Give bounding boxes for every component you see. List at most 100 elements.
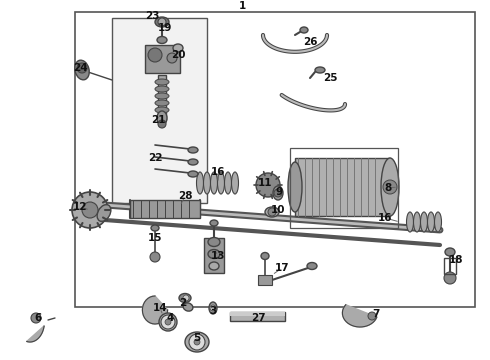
Ellipse shape	[157, 36, 167, 44]
Text: 22: 22	[148, 153, 162, 163]
Bar	[112, 18, 207, 203]
Circle shape	[189, 334, 205, 350]
Ellipse shape	[196, 172, 203, 194]
Ellipse shape	[265, 207, 279, 217]
Ellipse shape	[445, 248, 455, 256]
Ellipse shape	[155, 100, 169, 106]
Bar	[258, 275, 272, 285]
Ellipse shape	[173, 44, 183, 52]
Bar	[230, 312, 285, 321]
Circle shape	[72, 192, 108, 228]
Bar	[290, 148, 398, 228]
Bar	[204, 238, 224, 273]
Ellipse shape	[208, 249, 220, 258]
Ellipse shape	[209, 262, 219, 270]
Text: 5: 5	[194, 333, 200, 343]
Ellipse shape	[97, 204, 111, 221]
Bar	[130, 200, 200, 218]
Text: 4: 4	[166, 313, 173, 323]
Ellipse shape	[155, 86, 169, 92]
Text: 25: 25	[323, 73, 337, 83]
Ellipse shape	[307, 262, 317, 270]
Text: 16: 16	[378, 213, 392, 223]
Circle shape	[167, 53, 177, 63]
Ellipse shape	[155, 79, 169, 85]
Text: 8: 8	[384, 183, 392, 193]
Text: 15: 15	[148, 233, 162, 243]
Polygon shape	[27, 326, 44, 342]
Text: 27: 27	[251, 313, 265, 323]
Ellipse shape	[188, 159, 198, 165]
Circle shape	[194, 339, 200, 345]
Ellipse shape	[224, 172, 231, 194]
Ellipse shape	[381, 158, 399, 216]
Ellipse shape	[435, 212, 441, 232]
Circle shape	[444, 272, 456, 284]
Ellipse shape	[155, 107, 169, 113]
Ellipse shape	[210, 220, 218, 226]
Text: 19: 19	[158, 23, 172, 33]
Ellipse shape	[185, 332, 209, 352]
Ellipse shape	[427, 212, 435, 232]
Ellipse shape	[155, 93, 169, 99]
Circle shape	[268, 208, 276, 216]
Text: 1: 1	[238, 1, 245, 11]
Text: 21: 21	[151, 115, 165, 125]
Ellipse shape	[261, 252, 269, 260]
Polygon shape	[343, 305, 377, 327]
Circle shape	[161, 315, 175, 329]
Ellipse shape	[414, 212, 420, 232]
Circle shape	[256, 173, 280, 197]
Ellipse shape	[155, 17, 169, 27]
Ellipse shape	[420, 212, 427, 232]
Ellipse shape	[179, 293, 191, 302]
Text: 26: 26	[303, 37, 317, 47]
Ellipse shape	[218, 172, 224, 194]
Ellipse shape	[407, 212, 414, 232]
Circle shape	[31, 313, 41, 323]
Text: 13: 13	[211, 251, 225, 261]
Text: 12: 12	[73, 202, 87, 212]
Bar	[444, 258, 456, 274]
Bar	[295, 158, 390, 216]
Bar	[75, 12, 475, 307]
Circle shape	[368, 312, 376, 320]
Circle shape	[165, 319, 171, 325]
Circle shape	[77, 63, 87, 73]
Ellipse shape	[157, 111, 167, 125]
Text: 11: 11	[258, 178, 272, 188]
Circle shape	[210, 305, 216, 311]
Text: 17: 17	[275, 263, 289, 273]
Text: 23: 23	[145, 11, 159, 21]
Text: 16: 16	[211, 167, 225, 177]
Text: 2: 2	[179, 298, 187, 308]
Ellipse shape	[188, 147, 198, 153]
Circle shape	[274, 189, 282, 197]
Ellipse shape	[188, 171, 198, 177]
Ellipse shape	[183, 303, 193, 311]
Bar	[230, 312, 285, 316]
Ellipse shape	[208, 238, 220, 247]
Text: 24: 24	[73, 63, 87, 73]
Polygon shape	[143, 296, 168, 324]
Ellipse shape	[211, 172, 218, 194]
Ellipse shape	[288, 162, 302, 212]
Bar	[158, 75, 166, 120]
Text: 3: 3	[209, 306, 217, 316]
Ellipse shape	[75, 60, 89, 80]
Circle shape	[158, 18, 166, 26]
Ellipse shape	[273, 186, 283, 200]
Ellipse shape	[231, 172, 239, 194]
Text: 28: 28	[178, 191, 192, 201]
Text: 7: 7	[372, 309, 380, 319]
Circle shape	[183, 295, 189, 301]
Circle shape	[158, 120, 166, 128]
Circle shape	[150, 252, 160, 262]
Ellipse shape	[315, 67, 325, 73]
Ellipse shape	[300, 27, 308, 33]
Ellipse shape	[151, 225, 159, 231]
Circle shape	[148, 48, 162, 62]
Ellipse shape	[203, 172, 211, 194]
Text: 9: 9	[275, 187, 283, 197]
Ellipse shape	[159, 313, 177, 331]
